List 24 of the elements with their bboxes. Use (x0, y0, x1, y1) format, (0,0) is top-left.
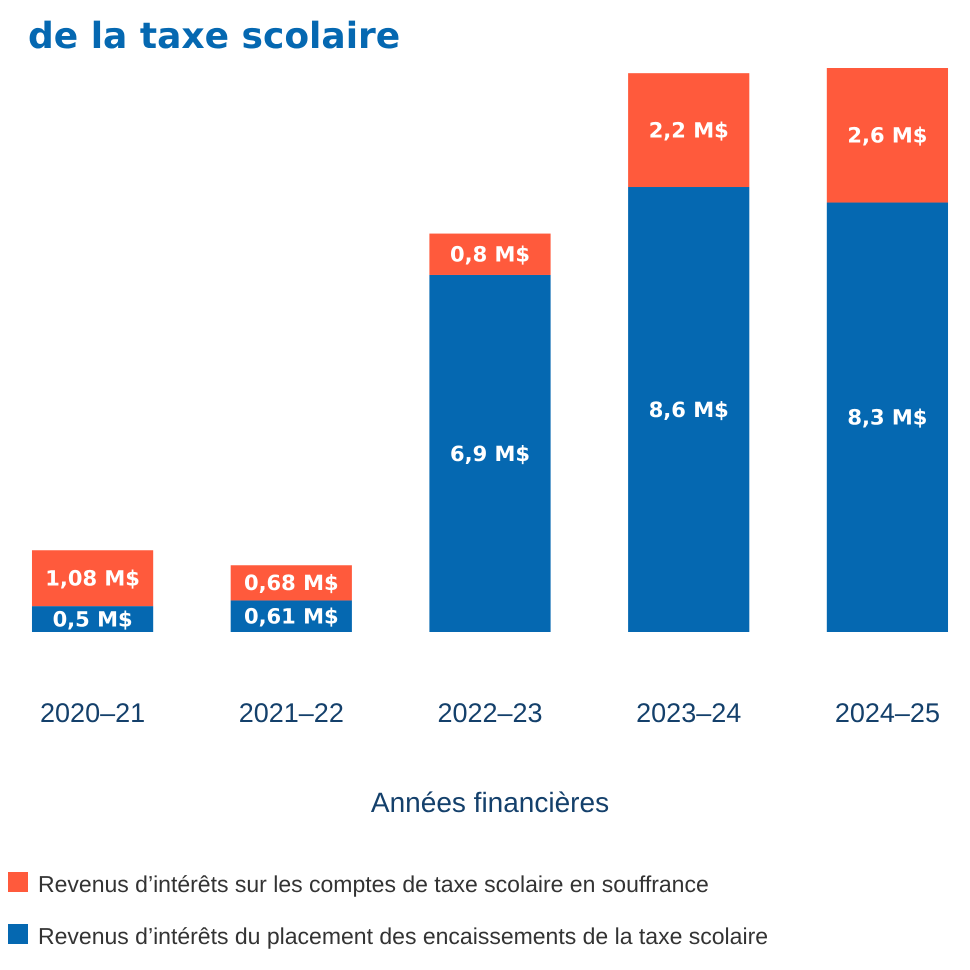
data-label: 6,9 M$ (450, 442, 530, 466)
x-tick-label: 2021–22 (238, 698, 344, 728)
bar (628, 73, 750, 188)
data-label: 2,2 M$ (648, 118, 729, 142)
data-label: 8,6 M$ (648, 398, 729, 422)
x-tick-label: 2024–25 (834, 698, 940, 728)
data-label: 0,61 M$ (244, 604, 339, 629)
x-axis-title: Années financières (370, 787, 610, 818)
bar (429, 274, 551, 632)
chart-title: de la taxe scolaire (28, 16, 400, 57)
legend-label: Revenus d’intérêts du placement des encaissements de la taxe scolaire (38, 923, 768, 950)
bar (826, 68, 948, 203)
legend-label: Revenus d’intérêts sur les comptes de taxe scolaire en souffrance (38, 871, 709, 898)
data-label: 0,5 M$ (52, 607, 133, 632)
x-tick-label: 2022–23 (437, 698, 543, 728)
bar (826, 202, 948, 632)
data-label: 1,08 M$ (45, 566, 140, 591)
data-label: 0,68 M$ (244, 571, 339, 596)
x-tick-label: 2020–21 (40, 698, 146, 728)
x-tick-label: 2023–24 (636, 698, 742, 728)
data-label: 8,3 M$ (847, 406, 928, 430)
bar (628, 187, 750, 632)
data-label: 0,8 M$ (450, 242, 530, 267)
data-label: 2,6 M$ (847, 124, 928, 148)
